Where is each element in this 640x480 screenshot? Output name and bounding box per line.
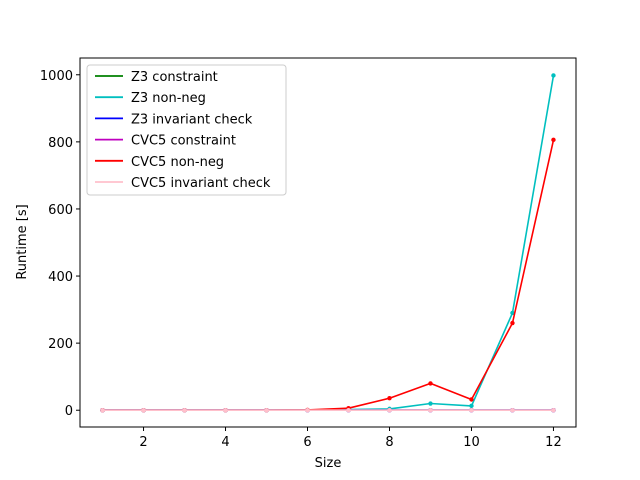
data-point-cvc5-invariant-check	[510, 408, 515, 413]
data-point-cvc5-non-neg	[469, 397, 474, 402]
data-point-cvc5-invariant-check	[469, 408, 474, 413]
plot-lines	[100, 73, 556, 413]
legend-label: CVC5 non-neg	[131, 155, 224, 170]
data-point-cvc5-invariant-check	[387, 408, 392, 413]
x-axis-ticks: 2 4 6 8 10 12	[139, 427, 562, 450]
x-tick-label: 10	[463, 435, 480, 450]
data-point-cvc5-invariant-check	[305, 408, 310, 413]
data-point-cvc5-invariant-check	[100, 408, 105, 413]
data-point-cvc5-invariant-check	[264, 408, 269, 413]
x-tick-label: 12	[545, 435, 562, 450]
data-point-z3-non-neg	[510, 310, 515, 316]
y-axis-label: Runtime [s]	[15, 204, 30, 279]
x-tick-label: 6	[303, 435, 311, 450]
x-tick-label: 8	[385, 435, 393, 450]
data-point-cvc5-invariant-check	[551, 408, 556, 413]
y-axis-ticks: 0 200 400 600 800 1000	[40, 69, 80, 419]
legend: Z3 constraint Z3 non-neg Z3 invariant chec…	[86, 64, 287, 196]
data-point-cvc5-invariant-check	[346, 408, 351, 413]
x-tick-label: 2	[139, 435, 147, 450]
data-point-cvc5-non-neg	[510, 320, 515, 326]
data-point-z3-non-neg	[428, 401, 433, 406]
data-point-cvc5-invariant-check	[182, 408, 187, 413]
y-tick-label: 0	[65, 404, 73, 419]
legend-label: Z3 non-neg	[131, 91, 206, 106]
data-point-z3-non-neg	[469, 403, 474, 409]
y-tick-label: 600	[48, 203, 73, 218]
legend-label: CVC5 invariant check	[131, 176, 271, 191]
data-point-cvc5-invariant-check	[223, 408, 228, 413]
x-tick-label: 4	[221, 435, 229, 450]
legend-label: CVC5 constraint	[131, 134, 236, 149]
y-tick-label: 1000	[40, 69, 73, 84]
data-point-z3-non-neg	[551, 73, 556, 78]
y-tick-label: 400	[48, 270, 73, 285]
data-point-cvc5-invariant-check	[141, 408, 146, 413]
data-point-cvc5-non-neg	[551, 137, 556, 143]
data-point-cvc5-invariant-check	[428, 408, 433, 413]
x-axis-label: Size	[315, 456, 342, 471]
plot-frame	[79, 57, 577, 428]
data-point-cvc5-non-neg	[428, 381, 433, 386]
legend-box	[86, 64, 287, 196]
legend-label: Z3 constraint	[131, 70, 218, 85]
y-tick-label: 200	[48, 337, 73, 352]
legend-label: Z3 invariant check	[131, 112, 253, 127]
data-point-cvc5-non-neg	[387, 395, 392, 401]
y-tick-label: 800	[48, 136, 73, 151]
